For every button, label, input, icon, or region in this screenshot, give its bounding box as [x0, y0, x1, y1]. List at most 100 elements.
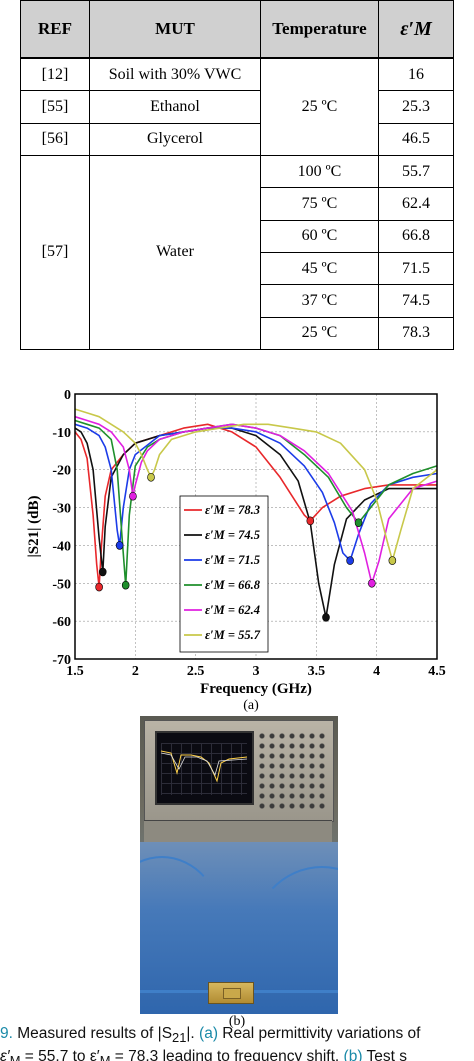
panel-label-b: (b): [228, 1014, 246, 1029]
caption-text: Test s: [362, 1048, 408, 1061]
cell-permittivity: 71.5: [378, 251, 454, 286]
cell-permittivity: 66.8: [378, 219, 454, 253]
cell-permittivity: 16: [378, 57, 454, 92]
y-tick-label: -10: [52, 426, 71, 441]
table-row: 75 ºC 62.4: [21, 187, 454, 221]
cell-permittivity: 62.4: [378, 187, 454, 221]
table-row: 37 ºC 74.5: [21, 284, 454, 318]
series-line-6: [74, 408, 438, 562]
header-ref: REF: [20, 0, 90, 59]
vna-instrument: [144, 720, 334, 822]
series-marker: [147, 472, 155, 482]
table-row: 25 ºC 78.3: [21, 316, 454, 351]
cell-mut: Ethanol: [89, 90, 261, 124]
y-axis-label: |S21| (dB): [26, 495, 42, 557]
chart-ticks: 1.5 2 2.5 3 3.5 4 4.5 0 -10 -20 -30 -40 -50 -60 -70: [52, 388, 445, 679]
cell-permittivity: 74.5: [378, 284, 454, 318]
y-tick-label: -30: [52, 502, 71, 517]
caption-symbol: ε′: [0, 1048, 10, 1061]
cell-ref: [12]: [20, 57, 90, 92]
test-setup-photo: [140, 716, 338, 1014]
cell-temperature: 75 ºC: [260, 187, 379, 221]
chart-markers: [95, 472, 397, 622]
x-tick-label: 3.5: [308, 664, 326, 679]
series-line-1: [74, 423, 437, 588]
cell-temperature: 37 ºC: [260, 284, 379, 318]
caption-text: = 55.7 to ε′: [20, 1048, 100, 1061]
s21-chart: 1.5 2 2.5 3 3.5 4 4.5 0 -10 -20 -30 -40 -50 -60 -70 ε′…: [0, 378, 474, 718]
cell-ref: [56]: [20, 122, 90, 156]
device-under-test: [208, 982, 254, 1004]
cell-permittivity: 25.3: [378, 90, 454, 124]
series-marker: [98, 567, 107, 577]
vna-front-panel: [144, 820, 332, 843]
panel-label-a: (a): [243, 698, 259, 713]
cell-permittivity: 55.7: [378, 154, 454, 189]
legend-label: ε′M = 62.4: [205, 603, 260, 617]
vna-screen: [155, 731, 254, 805]
cell-permittivity: 78.3: [378, 316, 454, 351]
table-row: [56] Glycerol 46.5: [20, 122, 454, 156]
legend-label: ε′M = 71.5: [205, 553, 260, 567]
series-marker: [129, 491, 137, 501]
caption-subscript: M: [99, 1053, 111, 1061]
series-marker: [95, 582, 103, 592]
y-tick-label: -60: [52, 615, 71, 630]
cell-temperature: 60 ºC: [260, 219, 379, 253]
series-marker: [306, 516, 315, 526]
legend-label: ε′M = 66.8: [205, 578, 261, 592]
cell-mut: Water: [89, 154, 261, 351]
caption-text: = 78.3 leading to frequency shift.: [110, 1048, 344, 1061]
cell-temperature: 100 ºC: [260, 154, 379, 189]
legend-label: ε′M = 78.3: [205, 503, 260, 517]
x-tick-label: 2: [132, 664, 139, 679]
legend-label: ε′M = 74.5: [205, 528, 260, 542]
x-tick-label: 2.5: [187, 664, 205, 679]
table-header-row: REF MUT Temperature ε′M: [20, 0, 454, 59]
y-tick-label: -50: [52, 577, 71, 592]
table-row: [12] Soil with 30% VWC 25 ºC 16: [20, 57, 454, 156]
table-row: [55] Ethanol 25.3: [20, 90, 454, 124]
plot-frame: [74, 393, 438, 660]
vna-keypad: [257, 731, 327, 811]
series-marker: [354, 518, 363, 528]
cell-ref: [55]: [20, 90, 90, 124]
header-mut: MUT: [89, 0, 261, 59]
x-tick-label: 4.5: [428, 664, 446, 679]
table-row: [57] Water 100 ºC 55.7: [20, 154, 454, 351]
legend-box: [179, 495, 269, 653]
caption-text: Real permittivity variations of: [218, 1025, 421, 1042]
caption-link-a[interactable]: (a): [199, 1025, 218, 1042]
caption-text: |.: [186, 1025, 200, 1042]
table-row: 45 ºC 71.5: [21, 251, 454, 286]
dut-core: [223, 988, 241, 999]
legend-label: ε′M = 55.7: [205, 628, 261, 642]
x-tick-label: 4: [373, 664, 380, 679]
series-marker: [368, 578, 376, 588]
caption-subscript: M: [9, 1053, 21, 1061]
header-temperature: Temperature: [260, 0, 379, 59]
s21-chart-svg: 1.5 2 2.5 3 3.5 4 4.5 0 -10 -20 -30 -40 -50 -60 -70 ε′…: [26, 388, 446, 713]
cell-mut: Glycerol: [89, 122, 261, 156]
series-marker: [388, 556, 397, 565]
figure-number: 9.: [0, 1025, 13, 1042]
caption-line-1: 9. Measured results of |S21|. (a) Real p…: [0, 1025, 420, 1045]
caption-link-b[interactable]: (b): [343, 1048, 363, 1061]
figure-caption: 9. Measured results of |S21|. (a) Real p…: [0, 1018, 474, 1061]
cell-permittivity: 46.5: [378, 122, 454, 156]
series-marker: [121, 580, 130, 590]
x-tick-label: 3: [253, 664, 260, 679]
series-marker: [322, 613, 330, 622]
caption-text: Measured results of |S: [12, 1025, 173, 1042]
y-tick-label: -70: [52, 653, 71, 668]
reference-table: REF MUT Temperature ε′M [12] Soil with 3…: [20, 0, 454, 351]
series-marker: [346, 556, 354, 565]
cell-temperature: 25 ºC: [260, 57, 379, 156]
cell-temperature: 25 ºC: [260, 316, 379, 351]
x-tick-label: 1.5: [66, 664, 84, 679]
table-row: 60 ºC 66.8: [21, 219, 454, 253]
y-tick-label: -20: [52, 464, 71, 479]
x-axis-label: Frequency (GHz): [200, 681, 312, 697]
y-tick-label: 0: [64, 388, 71, 403]
y-tick-label: -40: [52, 539, 71, 554]
